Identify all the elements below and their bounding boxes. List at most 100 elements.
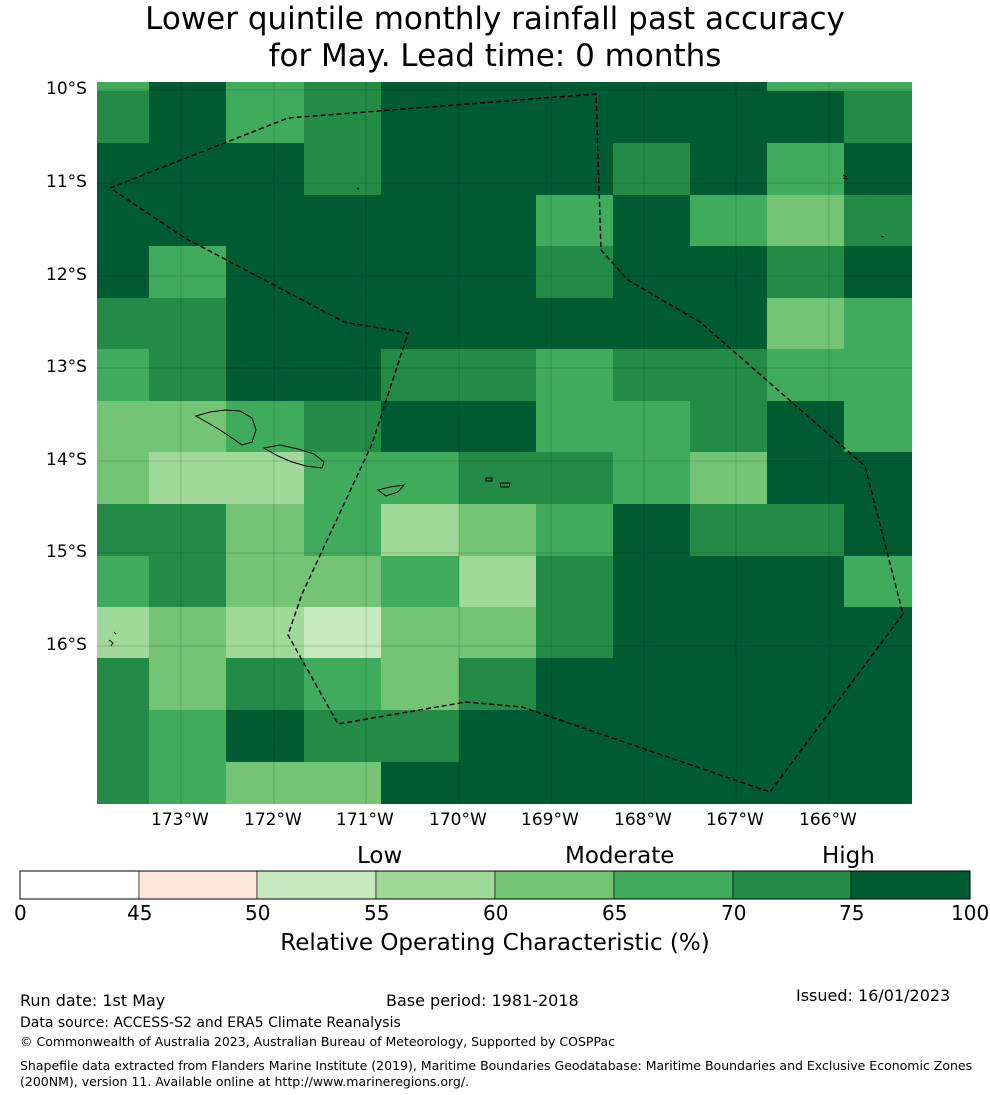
colorbar-tick-65: 65 [602, 901, 628, 925]
heatmap-cell [226, 607, 304, 658]
heatmap-cell [149, 710, 226, 762]
colorbar-tick-0: 0 [14, 901, 27, 925]
heatmap-cell [844, 298, 912, 349]
heatmap-cell [381, 143, 459, 195]
heatmap-cells [97, 82, 912, 804]
heatmap-cell [690, 762, 767, 804]
title-line-2: for May. Lead time: 0 months [268, 38, 722, 74]
colorbar [19, 870, 971, 900]
heatmap-cell [381, 607, 459, 658]
shapefile-credit-1: Shapefile data extracted from Flanders M… [20, 1058, 973, 1073]
map-gridlines [97, 82, 912, 804]
heatmap-cell [690, 91, 767, 143]
colorbar-tick-75: 75 [839, 901, 865, 925]
heatmap-cell [381, 246, 459, 298]
lat-label-13s: 13°S [46, 357, 87, 377]
heatmap-cell [767, 607, 844, 658]
heatmap-cell [613, 298, 690, 349]
heatmap-cell [613, 91, 690, 143]
heatmap-cell [381, 195, 459, 246]
lon-label-167w: 167°W [706, 810, 764, 830]
heatmap-cell [690, 298, 767, 349]
legend-category-low: Low [357, 843, 403, 869]
heatmap-cell [97, 349, 149, 401]
heatmap-cell [149, 452, 226, 504]
shapefile-credit-2: (200NM), version 11. Available online at… [20, 1074, 470, 1089]
heatmap-cell [304, 246, 381, 298]
heatmap-cell [767, 710, 844, 762]
run-date: Run date: 1st May [20, 991, 166, 1010]
heatmap-cell [226, 556, 304, 607]
heatmap-cell [459, 710, 536, 762]
heatmap-cell [613, 452, 690, 504]
issued-date: Issued: 16/01/2023 [796, 986, 951, 1005]
heatmap-cell [304, 143, 381, 195]
heatmap-cell [536, 298, 613, 349]
heatmap-cell [97, 246, 149, 298]
heatmap-cell [690, 556, 767, 607]
colorbar-tick-60: 60 [483, 901, 509, 925]
heatmap-cell [767, 762, 844, 804]
base-period: Base period: 1981-2018 [386, 991, 579, 1010]
heatmap-cell [613, 143, 690, 195]
lat-label-11s: 11°S [46, 172, 87, 192]
heatmap-cell [381, 91, 459, 143]
heatmap-cell [844, 452, 912, 504]
heatmap-cell [226, 658, 304, 710]
heatmap-cell [226, 91, 304, 143]
heatmap-cell [767, 298, 844, 349]
heatmap-cell [767, 658, 844, 710]
heatmap-cell [97, 298, 149, 349]
heatmap-cell [226, 452, 304, 504]
heatmap-cell [97, 401, 149, 452]
heatmap-cell [226, 195, 304, 246]
heatmap-cell [767, 143, 844, 195]
island-rose-small [880, 235, 885, 238]
heatmap-cell [381, 401, 459, 452]
heatmap-cell [844, 607, 912, 658]
island-swains [842, 174, 848, 180]
heatmap-cell [844, 401, 912, 452]
heatmap-cell [226, 246, 304, 298]
lon-label-172w: 172°W [244, 810, 302, 830]
heatmap-cell [767, 195, 844, 246]
heatmap-cell [613, 762, 690, 804]
heatmap-cell [149, 91, 226, 143]
lon-label-171w: 171°W [336, 810, 394, 830]
colorbar-tick-45: 45 [127, 901, 153, 925]
heatmap-cell [97, 658, 149, 710]
island-upolu [262, 444, 325, 469]
heatmap-cell [459, 452, 536, 504]
heatmap-cell [767, 246, 844, 298]
heatmap-cell [690, 195, 767, 246]
heatmap-cell [767, 401, 844, 452]
heatmap-cell [304, 91, 381, 143]
heatmap-cell [536, 504, 613, 556]
island-wallis-futuna [108, 631, 117, 647]
heatmap-cell [97, 91, 149, 143]
eez-boundary [109, 93, 904, 793]
heatmap-cell [536, 710, 613, 762]
heatmap-cell [690, 452, 767, 504]
heatmap-cell [149, 246, 226, 298]
heatmap-cell [226, 349, 304, 401]
lat-label-16s: 16°S [46, 635, 87, 655]
colorbar-segment [850, 870, 971, 900]
heatmap-cell [844, 762, 912, 804]
title-line-1: Lower quintile monthly rainfall past acc… [145, 1, 845, 37]
heatmap-cell [459, 246, 536, 298]
heatmap-cell [613, 607, 690, 658]
heatmap-cell [536, 143, 613, 195]
heatmap-cell [459, 349, 536, 401]
heatmap-cell [459, 556, 536, 607]
island-tutuila [376, 484, 406, 497]
heatmap-cell [844, 91, 912, 143]
heatmap-cell [690, 504, 767, 556]
heatmap-cell [844, 195, 912, 246]
heatmap-cell [613, 195, 690, 246]
island-savaii [194, 409, 257, 446]
heatmap-cell [149, 607, 226, 658]
heatmap-cell [767, 452, 844, 504]
heatmap-cell [97, 607, 149, 658]
